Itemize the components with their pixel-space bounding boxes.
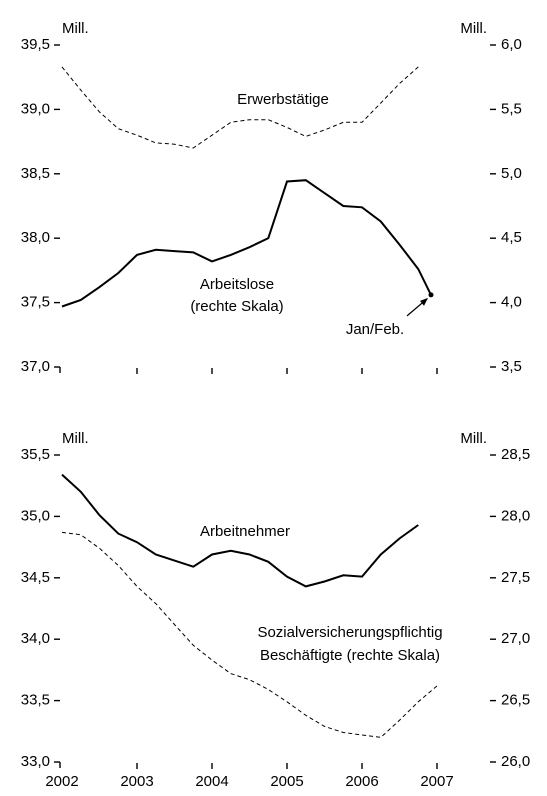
y-tick-label: 34,5 bbox=[21, 569, 50, 586]
x-tick-label: 2002 bbox=[45, 773, 78, 790]
y-tick-label: 35,5 bbox=[21, 446, 50, 463]
y-tick-label: 33,5 bbox=[21, 692, 50, 709]
y2-tick-label: 3,5 bbox=[501, 358, 522, 375]
y2-tick-label: 5,0 bbox=[501, 165, 522, 182]
x-tick-label: 2003 bbox=[120, 773, 153, 790]
annotation: Jan/Feb. bbox=[346, 321, 404, 338]
annotation: Arbeitslose bbox=[200, 276, 274, 293]
x-tick-label: 2004 bbox=[195, 773, 228, 790]
y-tick-label: 39,0 bbox=[21, 100, 50, 117]
y-tick-label: 34,0 bbox=[21, 630, 50, 647]
series-line bbox=[61, 473, 419, 588]
x-tick-label: 2005 bbox=[270, 773, 303, 790]
y-tick-label: 38,0 bbox=[21, 229, 50, 246]
y2-tick-label: 6,0 bbox=[501, 36, 522, 53]
annotation: (rechte Skala) bbox=[190, 298, 283, 315]
annotation-arrowhead bbox=[420, 297, 428, 306]
y2-unit: Mill. bbox=[460, 20, 487, 37]
end-point bbox=[428, 292, 434, 298]
x-tick-label: 2006 bbox=[345, 773, 378, 790]
y2-tick-label: 26,0 bbox=[501, 753, 530, 770]
y2-tick-label: 4,5 bbox=[501, 229, 522, 246]
y2-tick-label: 28,0 bbox=[501, 507, 530, 524]
series-line bbox=[61, 179, 432, 308]
y-tick-label: 35,0 bbox=[21, 507, 50, 524]
annotation: Sozialversicherungspflichtig bbox=[257, 624, 442, 641]
y2-tick-label: 28,5 bbox=[501, 446, 530, 463]
annotation: Beschäftigte (rechte Skala) bbox=[260, 647, 440, 664]
y2-tick-label: 27,5 bbox=[501, 569, 530, 586]
series-line bbox=[61, 66, 419, 149]
y2-tick-label: 27,0 bbox=[501, 630, 530, 647]
y2-tick-label: 4,0 bbox=[501, 294, 522, 311]
y-tick-label: 37,5 bbox=[21, 294, 50, 311]
y2-unit: Mill. bbox=[460, 430, 487, 447]
y-tick-label: 38,5 bbox=[21, 165, 50, 182]
x-tick-label: 2007 bbox=[420, 773, 453, 790]
annotation: Erwerbstätige bbox=[237, 91, 329, 108]
y-unit: Mill. bbox=[62, 20, 89, 37]
annotation: Arbeitnehmer bbox=[200, 523, 290, 540]
y-unit: Mill. bbox=[62, 430, 89, 447]
y2-tick-label: 26,5 bbox=[501, 692, 530, 709]
y2-tick-label: 5,5 bbox=[501, 100, 522, 117]
y-tick-label: 39,5 bbox=[21, 36, 50, 53]
y-tick-label: 33,0 bbox=[21, 753, 50, 770]
y-tick-label: 37,0 bbox=[21, 358, 50, 375]
